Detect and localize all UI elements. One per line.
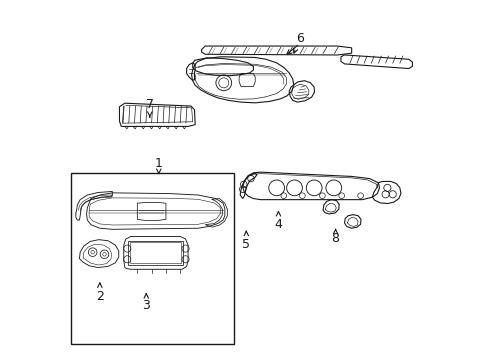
- Text: 7: 7: [145, 99, 154, 117]
- Bar: [71, 173, 233, 344]
- Text: 6: 6: [293, 32, 303, 53]
- Text: 8: 8: [331, 229, 339, 246]
- Text: 3: 3: [142, 293, 150, 312]
- Bar: [130, 242, 181, 263]
- Polygon shape: [340, 55, 411, 68]
- Text: 1: 1: [155, 157, 163, 174]
- Text: 2: 2: [96, 283, 103, 303]
- Text: 4: 4: [274, 212, 282, 231]
- Text: 5: 5: [242, 231, 250, 251]
- Polygon shape: [201, 46, 351, 55]
- Bar: [128, 241, 183, 265]
